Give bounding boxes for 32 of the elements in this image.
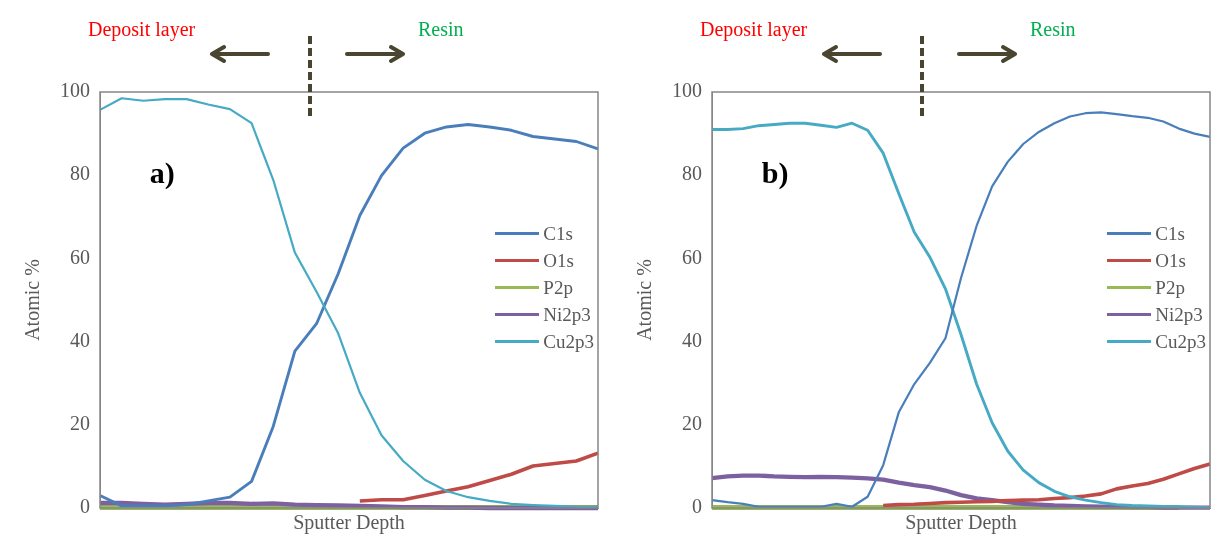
legend-label: Cu2p3 — [1155, 330, 1206, 353]
legend-label: O1s — [1155, 249, 1186, 272]
text: Deposit layer — [88, 18, 196, 41]
x-axis-title: Sputter Depth — [293, 511, 405, 535]
legend-label: Ni2p3 — [543, 303, 591, 326]
y-tick-label: 20 — [70, 412, 90, 435]
legend-label: Ni2p3 — [1155, 303, 1203, 326]
y-tick-label: 80 — [682, 162, 702, 185]
legend-label: P2p — [543, 276, 573, 299]
y-tick-label: 20 — [682, 412, 702, 435]
legend-label: P2p — [1155, 276, 1185, 299]
text: Resin — [418, 18, 464, 41]
y-axis-title: Atomic % — [633, 259, 656, 341]
annotation: b) — [761, 155, 789, 190]
legend-label: O1s — [543, 249, 574, 272]
legend-label: Cu2p3 — [543, 330, 594, 353]
y-tick-label: 0 — [80, 495, 90, 518]
text: Resin — [1030, 18, 1076, 41]
y-tick-label: 100 — [672, 79, 702, 102]
y-tick-label: 0 — [692, 495, 702, 518]
legend-label: C1s — [1155, 222, 1185, 245]
annotation: a) — [149, 155, 175, 190]
text: Deposit layer — [700, 18, 808, 41]
y-tick-label: 40 — [70, 328, 90, 351]
y-tick-label: 100 — [60, 79, 90, 102]
legend-label: C1s — [543, 222, 573, 245]
y-tick-label: 80 — [70, 162, 90, 185]
y-tick-label: 40 — [682, 328, 702, 351]
y-axis-title: Atomic % — [21, 259, 44, 341]
y-tick-label: 60 — [682, 245, 702, 268]
y-tick-label: 60 — [70, 245, 90, 268]
x-axis-title: Sputter Depth — [905, 511, 1017, 535]
